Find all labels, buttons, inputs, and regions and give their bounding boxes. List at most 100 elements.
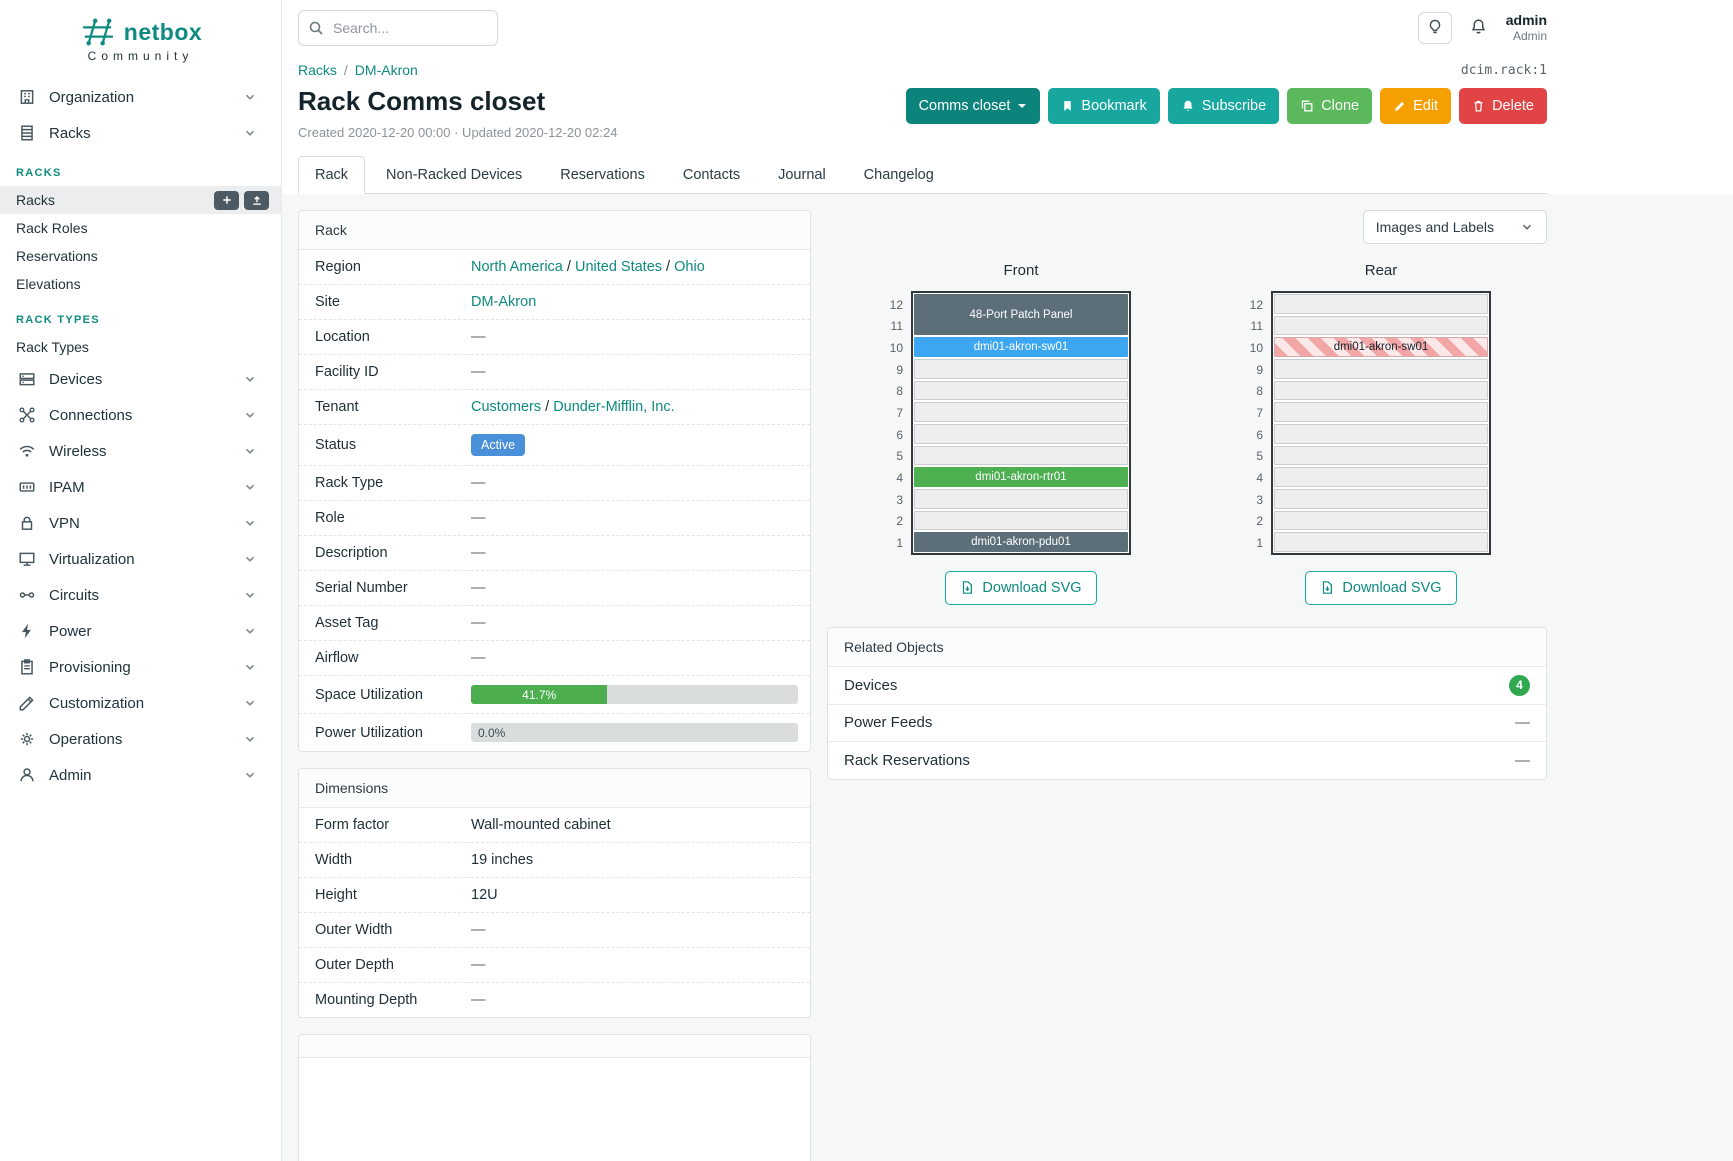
sidebar-item-power[interactable]: Power bbox=[0, 613, 281, 649]
rack-unit-empty[interactable] bbox=[913, 358, 1129, 380]
link-united-states[interactable]: United States bbox=[574, 259, 663, 275]
rack-unit-empty[interactable] bbox=[913, 380, 1129, 402]
related-row-power-feeds[interactable]: Power Feeds — bbox=[828, 705, 1546, 742]
rack-device-48-port-patch-panel[interactable]: 48-Port Patch Panel bbox=[913, 293, 1129, 336]
breadcrumb-dm-akron[interactable]: DM-Akron bbox=[354, 62, 418, 78]
object-actions: Comms closet Bookmark Subscribe Clone Edit De… bbox=[905, 88, 1547, 124]
rack-unit-empty[interactable] bbox=[1273, 293, 1489, 315]
tab-journal[interactable]: Journal bbox=[778, 167, 826, 183]
download-svg-button-front[interactable]: Download SVG bbox=[945, 570, 1097, 605]
rack-device-dmi01-akron-sw01[interactable]: dmi01-akron-sw01 bbox=[913, 336, 1129, 358]
search-input[interactable] bbox=[298, 10, 498, 46]
file-download-icon bbox=[960, 580, 974, 595]
rack-unit-number: 7 bbox=[896, 406, 903, 421]
empty-value: — bbox=[471, 475, 486, 491]
sidebar-link-racks[interactable]: Racks bbox=[0, 186, 281, 214]
field-label: Outer Width bbox=[315, 922, 393, 938]
sidebar-item-circuits[interactable]: Circuits bbox=[0, 577, 281, 613]
sidebar-item-devices[interactable]: Devices bbox=[0, 361, 281, 397]
rack-unit-empty[interactable] bbox=[1273, 466, 1489, 488]
download-svg-button-rear[interactable]: Download SVG bbox=[1305, 570, 1457, 605]
chevron-down-icon bbox=[243, 126, 263, 140]
sidebar-item-organization[interactable]: Organization bbox=[0, 79, 281, 115]
link-dm-akron[interactable]: DM-Akron bbox=[471, 294, 537, 310]
sidebar-item-admin[interactable]: Admin bbox=[0, 757, 281, 793]
rack-unit-number: 6 bbox=[1256, 427, 1263, 442]
rack-unit-empty[interactable] bbox=[1273, 488, 1489, 510]
link-ohio[interactable]: Ohio bbox=[674, 259, 705, 275]
user-menu[interactable]: admin Admin bbox=[1506, 12, 1547, 43]
detail-row-role: Role — bbox=[299, 501, 810, 536]
sidebar-item-wireless[interactable]: Wireless bbox=[0, 433, 281, 469]
rack-unit-empty[interactable] bbox=[1273, 423, 1489, 445]
empty-value: — bbox=[471, 545, 486, 561]
rack-unit-empty[interactable] bbox=[1273, 531, 1489, 553]
sidebar-item-connections[interactable]: Connections bbox=[0, 397, 281, 433]
link-dunder-mifflin-inc[interactable]: Dunder-Mifflin, Inc. bbox=[553, 399, 675, 415]
status-badge: Active bbox=[471, 434, 526, 456]
related-row-rack-reservations[interactable]: Rack Reservations — bbox=[844, 751, 1530, 769]
rack-device-dmi01-akron-pdu01[interactable]: dmi01-akron-pdu01 bbox=[913, 531, 1129, 553]
rack-unit-empty[interactable] bbox=[913, 423, 1129, 445]
sidebar-item-virtualization[interactable]: Virtualization bbox=[0, 541, 281, 577]
field-label: Form factor bbox=[315, 817, 390, 833]
delete-button[interactable]: Delete bbox=[1459, 88, 1547, 124]
subscribe-button[interactable]: Subscribe bbox=[1167, 88, 1280, 124]
rack-unit-empty[interactable] bbox=[1273, 401, 1489, 423]
sidebar-item-racks[interactable]: Racks bbox=[0, 115, 281, 151]
rack-unit-number: 1 bbox=[896, 536, 903, 551]
related-row-devices[interactable]: Devices 4 bbox=[828, 667, 1546, 705]
rack-unit-empty[interactable] bbox=[1273, 315, 1489, 337]
sidebar-link-rack-types[interactable]: Rack Types bbox=[16, 339, 89, 355]
field-label: Power Utilization bbox=[315, 724, 423, 741]
sidebar-item-operations[interactable]: Operations bbox=[0, 721, 281, 757]
title-block: Rack Comms closet Created 2020-12-20 00:… bbox=[298, 86, 617, 140]
link-customers[interactable]: Customers bbox=[471, 399, 542, 415]
theme-toggle-button[interactable] bbox=[1417, 12, 1452, 44]
sidebar-link-reservations[interactable]: Reservations bbox=[16, 248, 98, 264]
chevron-down-icon bbox=[243, 480, 263, 494]
rack-unit-empty[interactable] bbox=[1273, 510, 1489, 532]
tab-reservations[interactable]: Reservations bbox=[560, 167, 645, 183]
sidebar-item-vpn[interactable]: VPN bbox=[0, 505, 281, 541]
notifications-button[interactable] bbox=[1465, 12, 1492, 44]
rack-unit-empty[interactable] bbox=[913, 510, 1129, 532]
tab-bar: Rack Non-Racked Devices Reservations Contac… bbox=[298, 156, 1547, 194]
elevation-view-select[interactable]: Images and Labels bbox=[1362, 210, 1547, 244]
rack-unit-empty[interactable] bbox=[913, 401, 1129, 423]
rack-unit-number: 11 bbox=[1250, 319, 1263, 334]
clone-button[interactable]: Clone bbox=[1287, 88, 1373, 124]
sidebar-import-button[interactable] bbox=[244, 190, 269, 210]
tab-changelog[interactable]: Changelog bbox=[863, 167, 934, 183]
empty-value: — bbox=[471, 580, 486, 596]
rack-unit-empty[interactable] bbox=[913, 488, 1129, 510]
chevron-down-icon bbox=[243, 732, 263, 746]
edit-button[interactable]: Edit bbox=[1380, 88, 1452, 124]
rack-card-title: Rack bbox=[299, 211, 810, 250]
chevron-down-icon bbox=[243, 516, 263, 530]
tab-non-racked-devices[interactable]: Non-Racked Devices bbox=[386, 167, 523, 183]
breadcrumb-racks[interactable]: Racks bbox=[298, 62, 337, 78]
building-icon bbox=[18, 88, 38, 106]
rack-unit-empty[interactable] bbox=[1273, 445, 1489, 467]
field-label: Description bbox=[315, 545, 388, 561]
sidebar-item-provisioning[interactable]: Provisioning bbox=[0, 649, 281, 685]
tab-contacts[interactable]: Contacts bbox=[682, 167, 741, 183]
sidebar-link-rack-roles[interactable]: Rack Roles bbox=[16, 220, 88, 236]
rack-device-dmi01-akron-rtr01[interactable]: dmi01-akron-rtr01 bbox=[913, 466, 1129, 488]
chevron-down-icon bbox=[243, 660, 263, 674]
rack-device-dmi01-akron-sw01[interactable]: dmi01-akron-sw01 bbox=[1273, 336, 1489, 358]
brand: netbox Community bbox=[0, 12, 281, 79]
sidebar-item-customization[interactable]: Customization bbox=[0, 685, 281, 721]
rack-unit-empty[interactable] bbox=[913, 445, 1129, 467]
sidebar-link-elevations[interactable]: Elevations bbox=[16, 276, 81, 292]
comms-closet-button[interactable]: Comms closet bbox=[905, 88, 1041, 124]
sidebar-item-ipam[interactable]: IPAM bbox=[0, 469, 281, 505]
rack-unit-empty[interactable] bbox=[1273, 380, 1489, 402]
bookmark-button[interactable]: Bookmark bbox=[1048, 88, 1160, 124]
rack-unit-empty[interactable] bbox=[1273, 358, 1489, 380]
tab-rack[interactable]: Rack bbox=[298, 156, 366, 194]
sidebar-plus-button[interactable] bbox=[214, 190, 239, 210]
link-north-america[interactable]: North America bbox=[471, 259, 563, 275]
